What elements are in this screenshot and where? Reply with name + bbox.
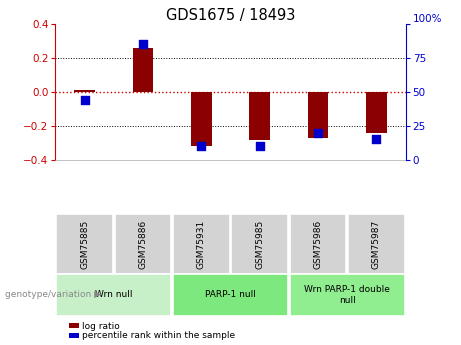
Point xyxy=(81,97,88,103)
Text: GSM75987: GSM75987 xyxy=(372,219,381,269)
Text: GSM75931: GSM75931 xyxy=(197,219,206,269)
Text: PARP-1 null: PARP-1 null xyxy=(205,290,256,299)
Text: 100%: 100% xyxy=(413,14,442,24)
Point xyxy=(314,130,322,135)
Text: genotype/variation ▶: genotype/variation ▶ xyxy=(5,290,100,299)
Text: log ratio: log ratio xyxy=(82,322,120,331)
Point xyxy=(139,42,147,47)
Text: Wrn null: Wrn null xyxy=(95,290,132,299)
Text: GSM75985: GSM75985 xyxy=(255,219,264,269)
Bar xyxy=(133,48,153,92)
Point xyxy=(256,144,263,149)
Point xyxy=(198,144,205,149)
Bar xyxy=(74,90,95,92)
Bar xyxy=(191,92,212,146)
Text: GSM75885: GSM75885 xyxy=(80,219,89,269)
Text: GSM75986: GSM75986 xyxy=(313,219,323,269)
Text: GSM75886: GSM75886 xyxy=(138,219,148,269)
Bar xyxy=(249,92,270,140)
Bar xyxy=(366,92,387,132)
Title: GDS1675 / 18493: GDS1675 / 18493 xyxy=(166,8,295,23)
Text: Wrn PARP-1 double
null: Wrn PARP-1 double null xyxy=(304,285,390,305)
Point xyxy=(373,137,380,142)
Text: percentile rank within the sample: percentile rank within the sample xyxy=(82,331,235,340)
Bar xyxy=(308,92,328,138)
